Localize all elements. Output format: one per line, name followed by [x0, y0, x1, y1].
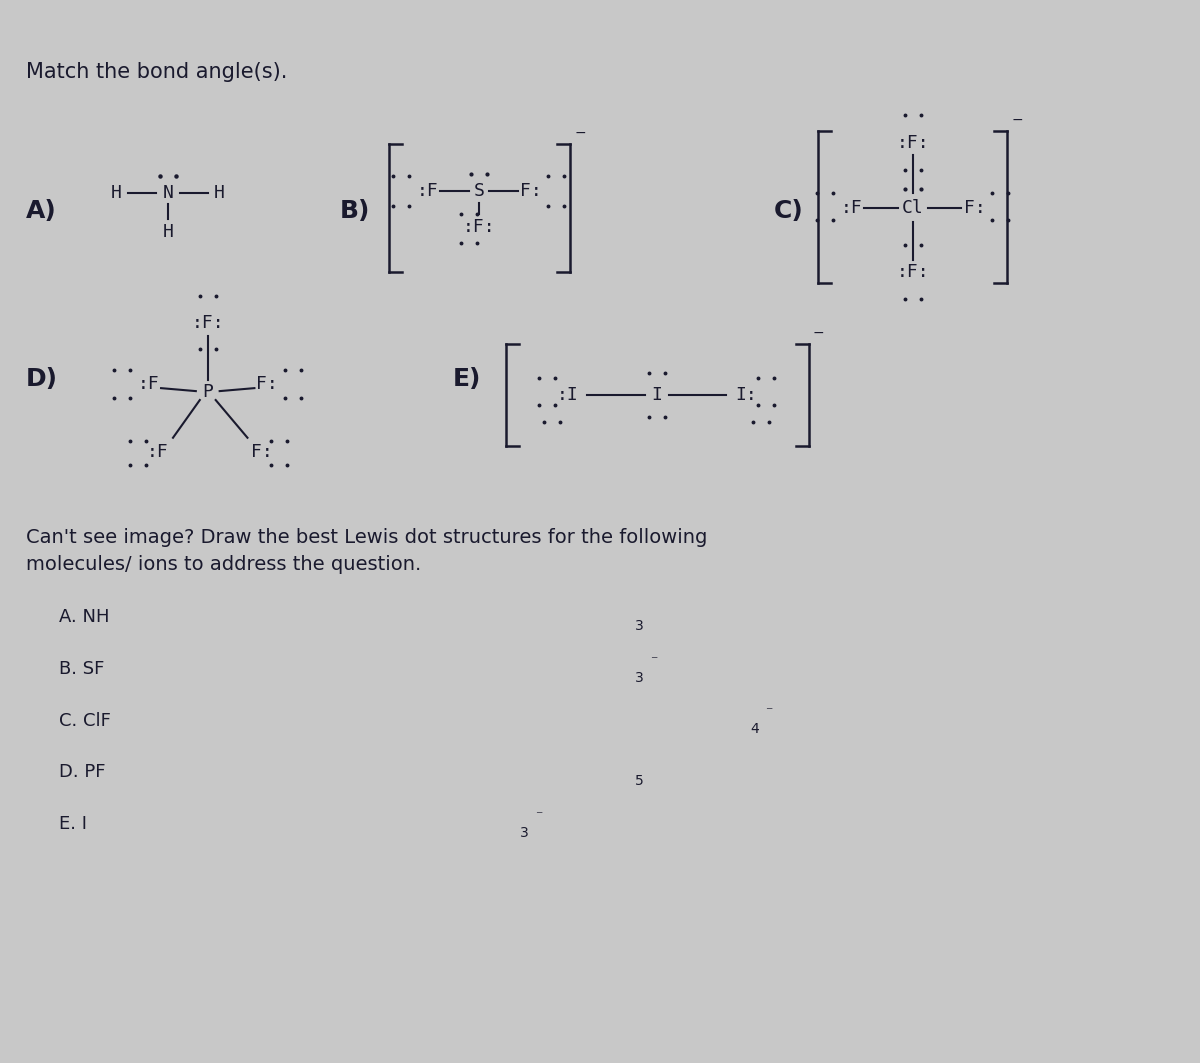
Text: N: N [162, 184, 174, 202]
Text: E. I: E. I [59, 814, 86, 832]
Text: I: I [652, 386, 662, 404]
Text: 5: 5 [635, 774, 643, 788]
Text: F:: F: [520, 182, 541, 200]
Text: :F: :F [416, 182, 438, 200]
Text: I:: I: [736, 386, 757, 404]
Text: −: − [812, 325, 824, 339]
Text: :F:: :F: [896, 134, 929, 152]
Text: −: − [1012, 113, 1022, 128]
Text: 3: 3 [520, 826, 528, 840]
Text: F:: F: [257, 375, 278, 393]
Text: :I: :I [557, 386, 578, 404]
Text: H: H [215, 184, 226, 202]
Text: D): D) [26, 367, 58, 391]
Text: :F: :F [840, 199, 862, 217]
Text: F:: F: [964, 199, 985, 217]
Text: B. SF: B. SF [59, 660, 104, 678]
Text: C): C) [774, 199, 804, 222]
Text: ⁻: ⁻ [766, 706, 773, 720]
Text: Can't see image? Draw the best Lewis dot structures for the following
molecules/: Can't see image? Draw the best Lewis dot… [26, 528, 707, 574]
Text: S: S [474, 182, 485, 200]
Text: :F:: :F: [896, 263, 929, 281]
Text: B): B) [340, 199, 370, 222]
Text: :F:: :F: [192, 314, 224, 332]
Text: E): E) [454, 367, 481, 391]
Text: H: H [110, 184, 122, 202]
Text: ⁻: ⁻ [535, 809, 542, 823]
Text: ⁻: ⁻ [650, 654, 658, 668]
Text: F:: F: [252, 442, 274, 460]
Text: 3: 3 [635, 620, 643, 634]
Text: −: − [574, 126, 586, 140]
Text: :F:: :F: [462, 218, 496, 236]
Text: C. ClF: C. ClF [59, 711, 110, 729]
Text: D. PF: D. PF [59, 763, 106, 781]
Text: H: H [162, 223, 174, 241]
Text: 3: 3 [635, 671, 643, 685]
Text: :F: :F [148, 442, 169, 460]
Text: A): A) [26, 199, 56, 222]
Text: Cl: Cl [902, 199, 924, 217]
Text: Match the bond angle(s).: Match the bond angle(s). [26, 62, 287, 82]
Text: 4: 4 [750, 723, 758, 737]
Text: P: P [203, 383, 214, 401]
Text: :F: :F [137, 375, 160, 393]
Text: A. NH: A. NH [59, 608, 109, 626]
